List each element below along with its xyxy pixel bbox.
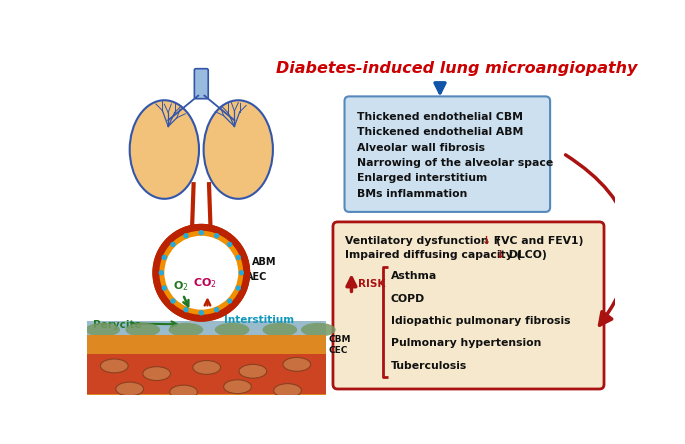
Text: Perycite: Perycite	[93, 321, 142, 330]
Circle shape	[156, 227, 247, 318]
Ellipse shape	[125, 323, 160, 337]
FancyBboxPatch shape	[333, 222, 604, 389]
Bar	[88, 321, 326, 338]
Text: Impaired diffusing capacity (: Impaired diffusing capacity (	[345, 250, 522, 260]
Text: Interstitium: Interstitium	[225, 315, 295, 325]
Text: Ventilatory dysfunction  (: Ventilatory dysfunction (	[345, 236, 501, 246]
Text: AEC: AEC	[246, 272, 267, 281]
Ellipse shape	[169, 396, 203, 408]
Ellipse shape	[283, 357, 310, 371]
Circle shape	[199, 310, 204, 316]
Ellipse shape	[223, 380, 251, 394]
Circle shape	[199, 230, 204, 235]
Text: RISK: RISK	[358, 279, 385, 289]
Text: Narrowing of the alveolar space: Narrowing of the alveolar space	[357, 158, 553, 168]
Ellipse shape	[203, 100, 273, 199]
Bar	[88, 335, 326, 345]
Ellipse shape	[262, 396, 297, 408]
Ellipse shape	[101, 359, 128, 373]
Text: COPD: COPD	[390, 293, 425, 304]
Text: Alveolar wall fibrosis: Alveolar wall fibrosis	[357, 143, 485, 153]
FancyBboxPatch shape	[345, 96, 550, 212]
Ellipse shape	[301, 323, 336, 337]
Text: O$_2$: O$_2$	[173, 280, 189, 293]
Text: Idiopathic pulmonary fibrosis: Idiopathic pulmonary fibrosis	[390, 316, 570, 326]
Bar	[88, 394, 326, 404]
Ellipse shape	[262, 323, 297, 337]
Circle shape	[184, 233, 188, 238]
Circle shape	[238, 270, 244, 275]
Circle shape	[214, 233, 219, 238]
Text: Thickened endothelial ABM: Thickened endothelial ABM	[357, 127, 523, 137]
Circle shape	[162, 285, 167, 291]
Circle shape	[236, 285, 241, 291]
Circle shape	[184, 307, 188, 313]
Bar	[88, 343, 326, 355]
FancyArrowPatch shape	[566, 155, 630, 325]
Circle shape	[236, 255, 241, 260]
Text: ↓: ↓	[482, 236, 490, 246]
Circle shape	[164, 236, 238, 310]
Text: Diabetes-induced lung microangiopathy: Diabetes-induced lung microangiopathy	[276, 61, 638, 76]
Text: Tuberculosis: Tuberculosis	[390, 361, 467, 370]
Ellipse shape	[239, 365, 266, 378]
Ellipse shape	[215, 396, 249, 408]
Bar	[88, 353, 326, 400]
Ellipse shape	[169, 323, 203, 337]
Ellipse shape	[301, 396, 336, 408]
FancyBboxPatch shape	[195, 69, 208, 99]
Circle shape	[158, 229, 245, 317]
Ellipse shape	[125, 396, 160, 408]
Circle shape	[158, 270, 164, 275]
Ellipse shape	[170, 385, 197, 399]
Ellipse shape	[215, 323, 249, 337]
Text: CBM: CBM	[328, 335, 351, 344]
Ellipse shape	[274, 384, 301, 397]
Text: ABM: ABM	[252, 257, 277, 267]
Text: Enlarged interstitium: Enlarged interstitium	[357, 174, 487, 183]
Circle shape	[214, 307, 219, 313]
Text: Asthma: Asthma	[390, 271, 437, 281]
Circle shape	[227, 242, 232, 247]
Text: BMs inflammation: BMs inflammation	[357, 189, 467, 199]
Text: CEC: CEC	[328, 346, 348, 355]
Ellipse shape	[129, 100, 199, 199]
Text: Thickened endothelial CBM: Thickened endothelial CBM	[357, 112, 523, 122]
Ellipse shape	[86, 323, 120, 337]
Circle shape	[171, 298, 175, 304]
Ellipse shape	[193, 361, 221, 374]
Text: Capillary lumen: Capillary lumen	[110, 372, 208, 382]
Text: Alveolar
air space: Alveolar air space	[172, 253, 219, 274]
Text: FVC and FEV1): FVC and FEV1)	[490, 236, 584, 246]
Text: CO$_2$: CO$_2$	[193, 277, 217, 290]
Text: ↓: ↓	[496, 250, 506, 260]
Ellipse shape	[116, 382, 144, 396]
Text: DLCO): DLCO)	[505, 250, 547, 260]
Circle shape	[171, 242, 175, 247]
Text: Pulmonary hypertension: Pulmonary hypertension	[390, 338, 541, 348]
Bar	[88, 398, 326, 414]
Circle shape	[162, 255, 167, 260]
Ellipse shape	[86, 396, 120, 408]
Circle shape	[227, 298, 232, 304]
Ellipse shape	[142, 367, 171, 381]
